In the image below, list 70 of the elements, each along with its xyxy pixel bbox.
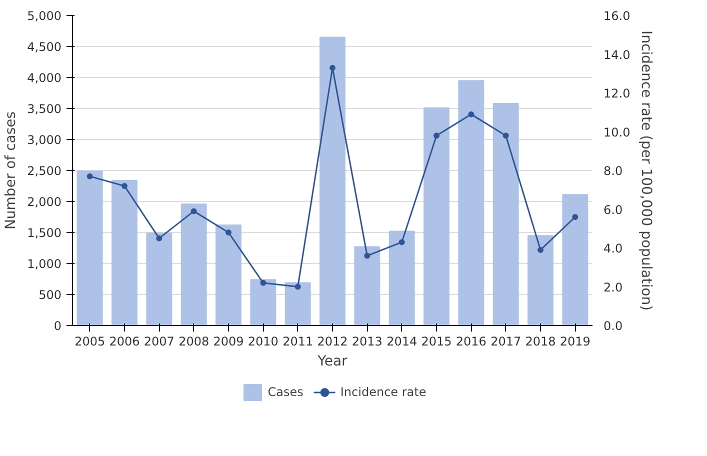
bar — [250, 279, 276, 326]
y2-tick-label: 0.0 — [604, 319, 623, 333]
x-tick-label: 2010 — [248, 334, 278, 348]
x-tick-label: 2009 — [213, 334, 244, 348]
bar — [146, 232, 172, 326]
point — [538, 246, 544, 253]
x-tick-label: 2005 — [74, 334, 106, 348]
y2-tick-label: 12.0 — [604, 86, 630, 100]
point — [226, 230, 232, 236]
y-tick-label: 4,000 — [27, 71, 62, 85]
point — [330, 64, 336, 71]
y2-tick-label: 8.0 — [604, 164, 623, 178]
x-tick-label: 2008 — [178, 334, 210, 348]
y-tick-label: 3,500 — [27, 102, 62, 116]
point — [572, 214, 578, 220]
y2-tick-label: 2.0 — [604, 280, 623, 294]
bar — [528, 235, 554, 326]
y-tick-label: 5,000 — [27, 9, 62, 23]
x-tick-label: 2015 — [421, 334, 452, 348]
point — [190, 208, 197, 214]
bar — [284, 282, 311, 326]
y-tick-label: 500 — [38, 288, 62, 302]
y-tick-label: 4,500 — [27, 40, 62, 54]
y-tick-label: 1,000 — [27, 257, 62, 271]
bar — [180, 203, 207, 326]
y-tick-label: 1,500 — [27, 226, 62, 240]
x-axis-title: Year — [316, 354, 348, 370]
bar — [424, 107, 450, 326]
y2-tick-label: 14.0 — [604, 48, 630, 62]
x-tick-label: 2017 — [490, 334, 522, 348]
point — [468, 111, 474, 118]
x-tick-label: 2013 — [352, 334, 382, 348]
x-tick-label: 2016 — [456, 334, 486, 348]
point — [156, 235, 162, 242]
y2-tick-label: 6.0 — [604, 202, 623, 217]
bar — [562, 194, 588, 326]
point — [86, 173, 93, 180]
bar — [354, 246, 380, 326]
x-tick-label: 2018 — [525, 334, 556, 348]
x-tick-label: 2019 — [560, 334, 590, 348]
x-tick-label: 2007 — [144, 334, 174, 348]
bar — [492, 103, 519, 326]
y-tick-label: 2,500 — [27, 164, 62, 178]
bar — [320, 36, 346, 326]
bar — [388, 230, 415, 326]
bar — [76, 170, 103, 326]
x-tick-label: 2012 — [317, 334, 348, 348]
point — [122, 183, 128, 189]
point — [502, 132, 509, 139]
y2-tick-label: 4.0 — [604, 242, 623, 256]
point — [260, 280, 266, 286]
legend-label: Incidence rate — [340, 385, 426, 399]
point — [398, 239, 405, 246]
x-tick-label: 2006 — [109, 334, 140, 348]
y-tick-label: 0 — [54, 319, 62, 333]
legend-label: Cases — [268, 385, 304, 399]
y-tick-label: 2,000 — [27, 195, 62, 209]
bar — [216, 224, 242, 326]
y2-axis-title: Incidence rate (per 100,000 population) — [638, 30, 654, 311]
x-tick-label: 2014 — [386, 334, 418, 348]
y-axis-title: Number of cases — [3, 111, 20, 230]
point — [294, 284, 301, 290]
y-tick-label: 3,000 — [27, 133, 62, 147]
y2-tick-label: 10.0 — [604, 125, 630, 140]
bar — [458, 80, 484, 326]
x-tick-label: 2011 — [282, 334, 314, 348]
point — [364, 252, 370, 259]
bar — [112, 180, 138, 326]
point — [434, 132, 440, 139]
y2-tick-label: 16.0 — [604, 9, 630, 23]
